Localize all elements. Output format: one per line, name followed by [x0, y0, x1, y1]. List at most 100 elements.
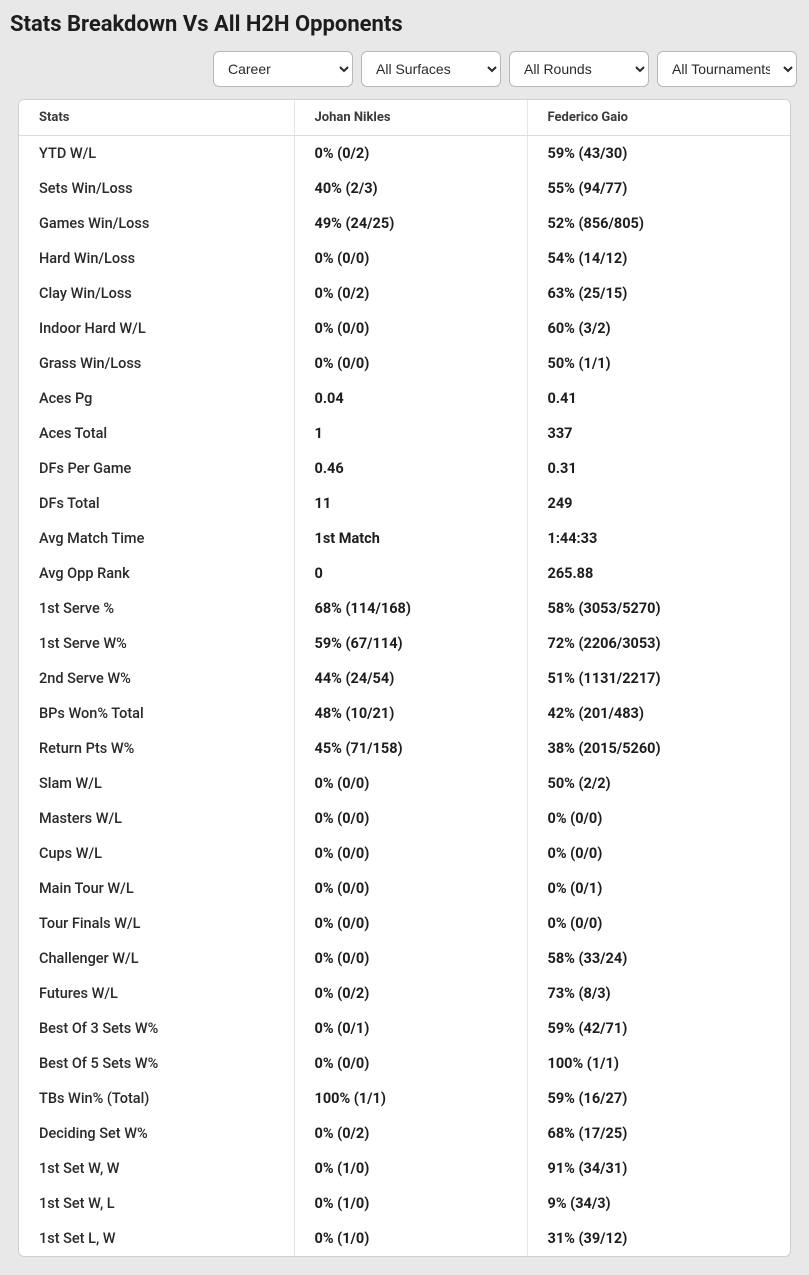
- filter-career-select[interactable]: Career: [213, 51, 353, 87]
- table-row: Games Win/Loss49% (24/25)52% (856/805): [19, 206, 790, 241]
- stat-value-player1: 40% (2/3): [294, 171, 527, 206]
- stat-value-player2: 59% (16/27): [527, 1081, 790, 1116]
- stat-value-player1: 0.04: [294, 381, 527, 416]
- stat-label: Best Of 5 Sets W%: [19, 1046, 294, 1081]
- stat-value-player1: 0% (0/0): [294, 906, 527, 941]
- stat-label: Clay Win/Loss: [19, 276, 294, 311]
- stat-value-player1: 0: [294, 556, 527, 591]
- table-row: Tour Finals W/L0% (0/0)0% (0/0): [19, 906, 790, 941]
- stat-value-player1: 48% (10/21): [294, 696, 527, 731]
- table-row: Avg Opp Rank0265.88: [19, 556, 790, 591]
- stat-value-player2: 9% (34/3): [527, 1186, 790, 1221]
- table-row: BPs Won% Total48% (10/21)42% (201/483): [19, 696, 790, 731]
- table-header-row: Stats Johan Nikles Federico Gaio: [19, 100, 790, 136]
- table-row: YTD W/L0% (0/2)59% (43/30): [19, 136, 790, 172]
- stat-value-player1: 0% (0/0): [294, 241, 527, 276]
- table-row: Return Pts W%45% (71/158)38% (2015/5260): [19, 731, 790, 766]
- filter-surfaces-select[interactable]: All Surfaces: [361, 51, 501, 87]
- stat-label: Avg Match Time: [19, 521, 294, 556]
- stat-value-player2: 0% (0/0): [527, 801, 790, 836]
- stat-label: 2nd Serve W%: [19, 661, 294, 696]
- stat-value-player2: 59% (43/30): [527, 136, 790, 172]
- table-row: 1st Serve %68% (114/168)58% (3053/5270): [19, 591, 790, 626]
- stat-label: Aces Total: [19, 416, 294, 451]
- stat-value-player2: 38% (2015/5260): [527, 731, 790, 766]
- stat-label: 1st Serve %: [19, 591, 294, 626]
- stat-label: Sets Win/Loss: [19, 171, 294, 206]
- stat-value-player1: 0% (0/0): [294, 941, 527, 976]
- stat-value-player1: 49% (24/25): [294, 206, 527, 241]
- table-row: Futures W/L0% (0/2)73% (8/3): [19, 976, 790, 1011]
- stat-label: DFs Per Game: [19, 451, 294, 486]
- table-row: Grass Win/Loss0% (0/0)50% (1/1): [19, 346, 790, 381]
- stat-value-player2: 54% (14/12): [527, 241, 790, 276]
- stat-value-player2: 100% (1/1): [527, 1046, 790, 1081]
- stats-table-container: Stats Johan Nikles Federico Gaio YTD W/L…: [18, 99, 791, 1257]
- stat-label: Best Of 3 Sets W%: [19, 1011, 294, 1046]
- col-header-player2: Federico Gaio: [527, 100, 790, 136]
- col-header-stats: Stats: [19, 100, 294, 136]
- stat-label: Challenger W/L: [19, 941, 294, 976]
- stat-label: Hard Win/Loss: [19, 241, 294, 276]
- page-title: Stats Breakdown Vs All H2H Opponents: [10, 12, 799, 37]
- stat-label: 1st Set W, W: [19, 1151, 294, 1186]
- stat-value-player2: 50% (2/2): [527, 766, 790, 801]
- stat-label: Masters W/L: [19, 801, 294, 836]
- stat-label: BPs Won% Total: [19, 696, 294, 731]
- stat-label: Slam W/L: [19, 766, 294, 801]
- stat-label: DFs Total: [19, 486, 294, 521]
- stat-value-player1: 1st Match: [294, 521, 527, 556]
- stat-value-player2: 58% (3053/5270): [527, 591, 790, 626]
- table-row: Slam W/L0% (0/0)50% (2/2): [19, 766, 790, 801]
- stat-value-player1: 11: [294, 486, 527, 521]
- stat-label: Avg Opp Rank: [19, 556, 294, 591]
- table-row: TBs Win% (Total)100% (1/1)59% (16/27): [19, 1081, 790, 1116]
- stat-value-player1: 0% (0/0): [294, 871, 527, 906]
- stat-value-player1: 0% (1/0): [294, 1151, 527, 1186]
- stat-label: Aces Pg: [19, 381, 294, 416]
- table-row: 1st Set W, L0% (1/0)9% (34/3): [19, 1186, 790, 1221]
- stat-value-player2: 42% (201/483): [527, 696, 790, 731]
- stats-page: Stats Breakdown Vs All H2H Opponents Car…: [0, 0, 809, 1275]
- stat-value-player2: 0.31: [527, 451, 790, 486]
- stat-label: TBs Win% (Total): [19, 1081, 294, 1116]
- stat-value-player1: 0% (1/0): [294, 1221, 527, 1256]
- stats-table-body: YTD W/L0% (0/2)59% (43/30)Sets Win/Loss4…: [19, 136, 790, 1257]
- filter-tournaments-select[interactable]: All Tournaments: [657, 51, 797, 87]
- stat-value-player2: 55% (94/77): [527, 171, 790, 206]
- stat-value-player2: 73% (8/3): [527, 976, 790, 1011]
- stat-value-player2: 0% (0/1): [527, 871, 790, 906]
- table-row: Aces Pg0.040.41: [19, 381, 790, 416]
- stat-value-player2: 72% (2206/3053): [527, 626, 790, 661]
- stat-value-player1: 0% (0/2): [294, 276, 527, 311]
- stat-value-player2: 60% (3/2): [527, 311, 790, 346]
- stat-value-player2: 50% (1/1): [527, 346, 790, 381]
- stat-value-player1: 59% (67/114): [294, 626, 527, 661]
- table-row: Sets Win/Loss40% (2/3)55% (94/77): [19, 171, 790, 206]
- stat-value-player2: 1:44:33: [527, 521, 790, 556]
- stat-label: 1st Set L, W: [19, 1221, 294, 1256]
- stat-value-player2: 0% (0/0): [527, 906, 790, 941]
- stat-value-player2: 68% (17/25): [527, 1116, 790, 1151]
- stat-label: Futures W/L: [19, 976, 294, 1011]
- table-row: Best Of 3 Sets W%0% (0/1)59% (42/71): [19, 1011, 790, 1046]
- stat-value-player2: 91% (34/31): [527, 1151, 790, 1186]
- stat-value-player2: 51% (1131/2217): [527, 661, 790, 696]
- stat-value-player1: 0% (0/0): [294, 1046, 527, 1081]
- stat-label: 1st Serve W%: [19, 626, 294, 661]
- table-row: Masters W/L0% (0/0)0% (0/0): [19, 801, 790, 836]
- stat-value-player1: 68% (114/168): [294, 591, 527, 626]
- stat-value-player1: 0% (0/0): [294, 311, 527, 346]
- stat-value-player1: 1: [294, 416, 527, 451]
- table-row: Indoor Hard W/L0% (0/0)60% (3/2): [19, 311, 790, 346]
- stat-label: Grass Win/Loss: [19, 346, 294, 381]
- table-row: DFs Total11249: [19, 486, 790, 521]
- filter-rounds-select[interactable]: All Rounds: [509, 51, 649, 87]
- stats-table: Stats Johan Nikles Federico Gaio YTD W/L…: [19, 100, 790, 1256]
- stat-value-player2: 58% (33/24): [527, 941, 790, 976]
- stat-label: Tour Finals W/L: [19, 906, 294, 941]
- stat-value-player2: 31% (39/12): [527, 1221, 790, 1256]
- stat-value-player1: 0.46: [294, 451, 527, 486]
- table-row: DFs Per Game0.460.31: [19, 451, 790, 486]
- stat-value-player1: 44% (24/54): [294, 661, 527, 696]
